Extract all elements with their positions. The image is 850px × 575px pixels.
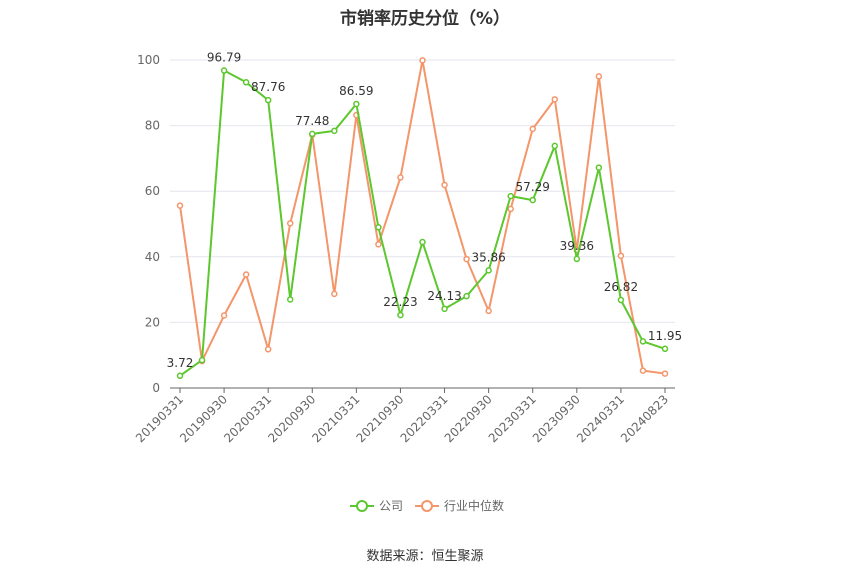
y-tick-label: 80	[145, 119, 160, 133]
data-point	[573, 255, 581, 263]
data-point	[375, 224, 382, 231]
data-point	[463, 255, 470, 263]
data-label: 39.36	[560, 239, 594, 253]
legend-marker-company	[356, 500, 368, 512]
series-layer	[176, 57, 669, 380]
data-point	[441, 181, 448, 189]
legend-marker-industry-median	[421, 500, 433, 512]
data-label: 24.13	[427, 289, 461, 303]
data-point	[176, 372, 184, 380]
data-point	[595, 73, 603, 80]
data-point	[419, 57, 426, 64]
data-label: 86.59	[339, 84, 373, 98]
data-label: 35.86	[471, 250, 505, 264]
x-axis: 2019033120190930202003312020093020210331…	[133, 387, 675, 445]
data-point	[242, 79, 250, 86]
data-point	[639, 367, 647, 374]
data-point	[309, 130, 316, 138]
legend-label: 公司	[379, 499, 403, 513]
data-point	[242, 271, 250, 278]
data-point	[595, 164, 603, 171]
data-label: 3.72	[167, 356, 194, 370]
data-point	[176, 202, 184, 209]
data-point	[551, 96, 559, 103]
series-line-industry-median	[179, 59, 666, 375]
data-point	[529, 125, 536, 133]
data-point	[286, 296, 294, 303]
data-label: 96.79	[207, 51, 241, 65]
data-point	[264, 96, 272, 104]
source-note: 数据来源：恒生聚源	[366, 549, 484, 564]
grid-lines	[170, 59, 675, 389]
data-point	[617, 252, 625, 260]
data-point	[397, 311, 404, 319]
data-point	[639, 338, 647, 345]
data-point	[331, 127, 338, 135]
legend: 公司 行业中位数	[350, 498, 504, 513]
x-tick-label: 20240823	[618, 392, 671, 445]
data-point	[220, 312, 228, 319]
series-line-company	[179, 69, 666, 377]
y-tick-label: 20	[145, 315, 160, 329]
data-point	[507, 205, 514, 213]
data-point	[485, 307, 492, 315]
chart-title: 市销率历史分位（%）	[339, 9, 511, 29]
data-point	[286, 220, 294, 227]
data-point	[617, 296, 625, 304]
data-point	[331, 290, 338, 298]
data-point	[264, 346, 272, 353]
y-tick-label: 0	[152, 381, 160, 395]
data-point	[353, 100, 360, 108]
data-point	[397, 174, 404, 181]
data-labels: 3.72 96.79 87.76 77.48 86.59 22.23 24.13 35.86 5…	[167, 51, 683, 370]
data-point	[463, 292, 470, 300]
data-label: 22.23	[383, 295, 417, 309]
data-point	[551, 142, 559, 150]
legend-label: 行业中位数	[444, 498, 504, 513]
data-label: 87.76	[251, 80, 285, 94]
data-label: 57.29	[516, 180, 550, 194]
data-point	[661, 345, 669, 353]
data-point	[507, 192, 514, 200]
data-point	[441, 305, 448, 313]
y-axis-ticks: 0 20 40 60 80 100	[137, 53, 160, 395]
y-tick-label: 40	[145, 250, 160, 264]
data-point	[198, 356, 206, 364]
data-label: 11.95	[648, 329, 682, 343]
y-tick-label: 100	[137, 53, 160, 67]
y-tick-label: 60	[145, 184, 160, 198]
data-point	[661, 370, 669, 377]
data-point	[375, 241, 382, 248]
data-label: 26.82	[604, 280, 638, 294]
data-point	[529, 196, 536, 204]
data-point	[220, 67, 228, 74]
data-point	[419, 238, 426, 246]
data-label: 77.48	[295, 114, 329, 128]
data-point	[485, 267, 492, 274]
